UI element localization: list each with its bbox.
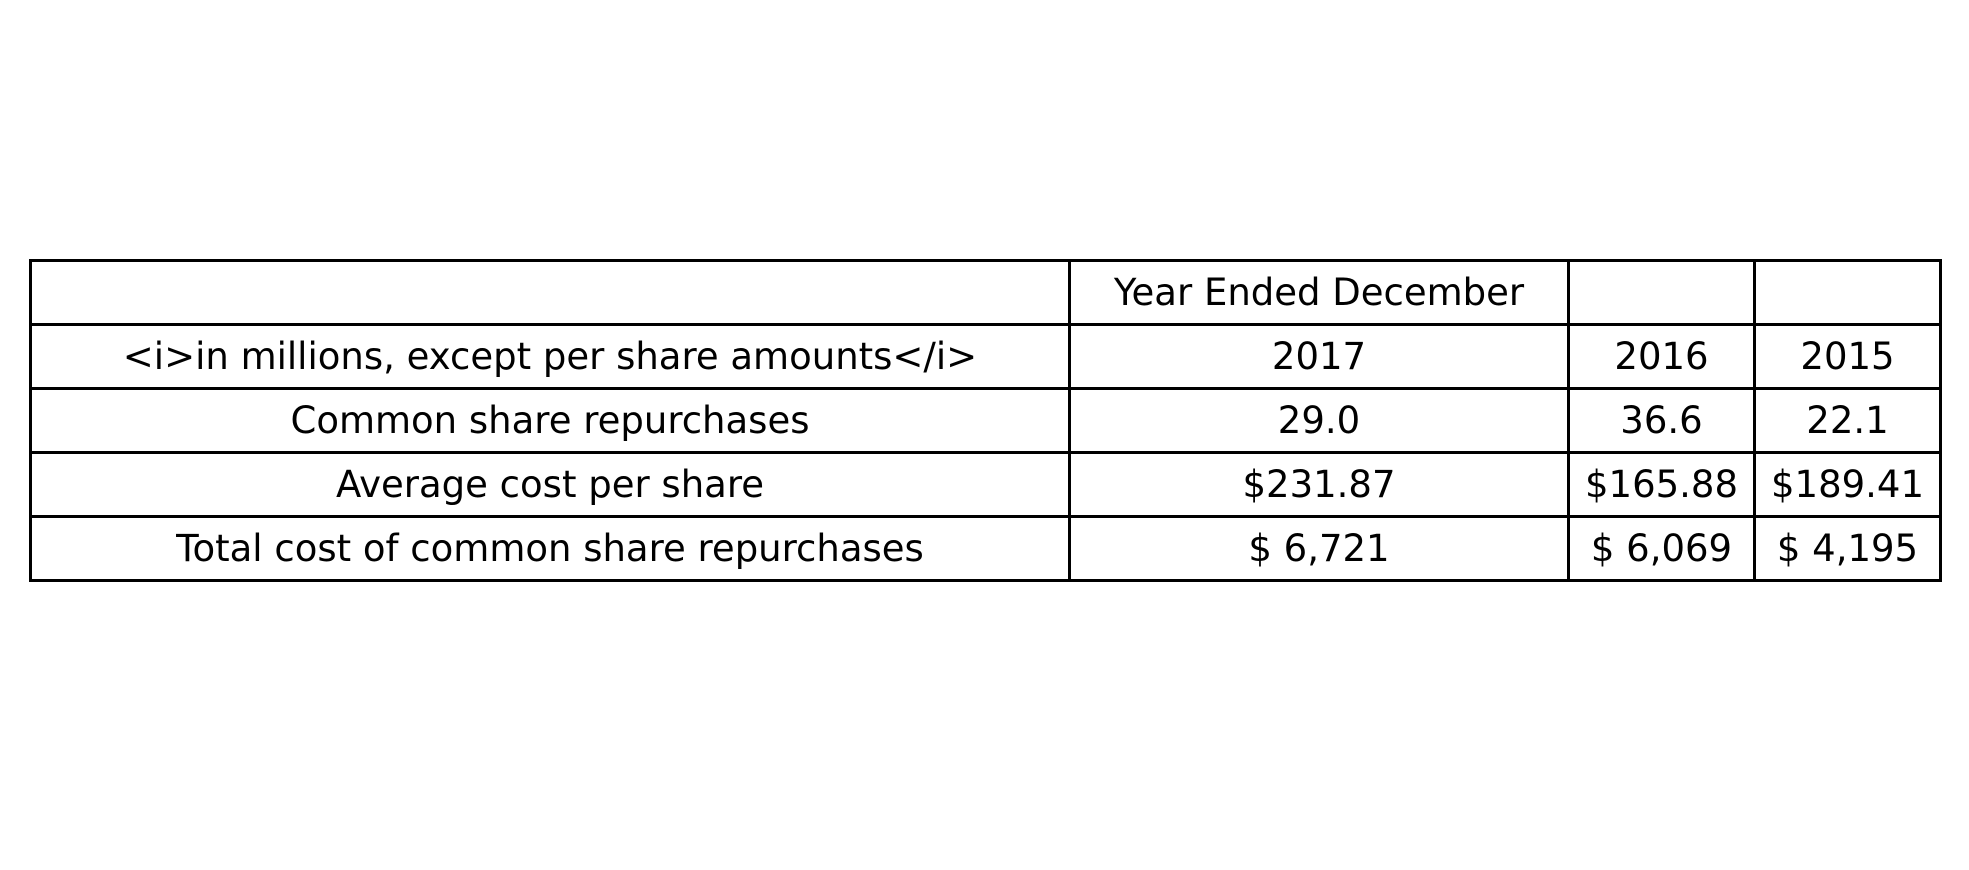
- header-cell: [29, 259, 1071, 326]
- value-cell: 2016: [1567, 323, 1756, 390]
- value-cell: $ 6,069: [1567, 515, 1756, 582]
- value-cell: $189.41: [1753, 451, 1942, 518]
- value-cell: $231.87: [1068, 451, 1570, 518]
- value-cell: 29.0: [1068, 387, 1570, 454]
- table-row: Average cost per share $231.87 $165.88 $…: [29, 451, 1942, 518]
- header-cell: [1753, 259, 1942, 326]
- row-label-cell: Average cost per share: [29, 451, 1071, 518]
- value-cell: $ 4,195: [1753, 515, 1942, 582]
- row-label-cell: <i>in millions, except per share amounts…: [29, 323, 1071, 390]
- value-cell: 36.6: [1567, 387, 1756, 454]
- header-cell: Year Ended December: [1068, 259, 1570, 326]
- table-row: <i>in millions, except per share amounts…: [29, 323, 1942, 390]
- table-row: Total cost of common share repurchases $…: [29, 515, 1942, 582]
- value-cell: $165.88: [1567, 451, 1756, 518]
- value-cell: 2017: [1068, 323, 1570, 390]
- value-cell: $ 6,721: [1068, 515, 1570, 582]
- row-label-cell: Common share repurchases: [29, 387, 1071, 454]
- table-header-row: Year Ended December: [29, 259, 1942, 326]
- table-row: Common share repurchases 29.0 36.6 22.1: [29, 387, 1942, 454]
- row-label-cell: Total cost of common share repurchases: [29, 515, 1071, 582]
- header-cell: [1567, 259, 1756, 326]
- financial-table-container: Year Ended December <i>in millions, exce…: [29, 259, 1942, 582]
- share-repurchase-table: Year Ended December <i>in millions, exce…: [29, 259, 1942, 582]
- value-cell: 22.1: [1753, 387, 1942, 454]
- value-cell: 2015: [1753, 323, 1942, 390]
